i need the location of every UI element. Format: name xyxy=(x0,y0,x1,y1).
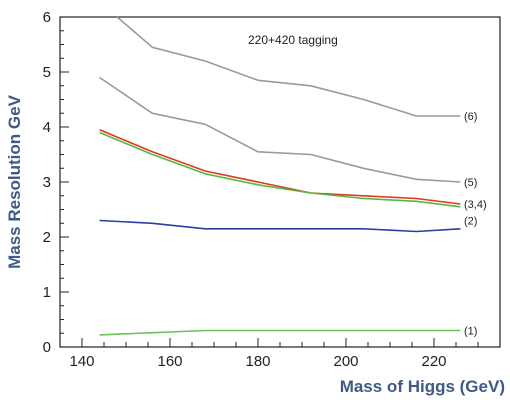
series-end-label: (5) xyxy=(464,177,477,189)
y-tick-label: 3 xyxy=(43,174,51,191)
y-tick-label: 2 xyxy=(43,229,51,246)
series-line xyxy=(99,219,461,233)
y-tick-label: 4 xyxy=(43,119,51,136)
series-line xyxy=(99,129,461,205)
chart-annotation: 220+420 tagging xyxy=(248,33,338,47)
series-labels: (6) (5) (3,4) (2) (1) xyxy=(464,111,487,338)
y-tick-label: 5 xyxy=(43,64,51,81)
y-tick-label: 6 xyxy=(43,9,51,26)
x-axis-title: Mass of Higgs (GeV) xyxy=(340,377,505,396)
x-tick-label: 140 xyxy=(69,353,94,370)
axis-ticks: 140 160 180 200 220 0 1 2 3 4 5 6 xyxy=(43,9,501,370)
series-line xyxy=(99,329,461,336)
plot-frame xyxy=(59,16,501,348)
series-end-label: (3,4) xyxy=(464,199,487,211)
series-end-label: (2) xyxy=(464,216,477,228)
x-tick-label: 160 xyxy=(157,353,182,370)
y-tick-label: 1 xyxy=(43,284,51,301)
y-axis-title: Mass Resolution GeV xyxy=(5,94,24,268)
series-lines xyxy=(99,16,461,336)
series-line xyxy=(99,131,461,208)
x-tick-label: 180 xyxy=(245,353,270,370)
series-line xyxy=(116,16,461,117)
series-end-label: (6) xyxy=(464,111,477,123)
y-tick-label: 0 xyxy=(43,339,51,356)
series-line xyxy=(99,76,461,183)
series-end-label: (1) xyxy=(464,326,477,338)
x-tick-label: 200 xyxy=(333,353,358,370)
x-tick-label: 220 xyxy=(421,353,446,370)
